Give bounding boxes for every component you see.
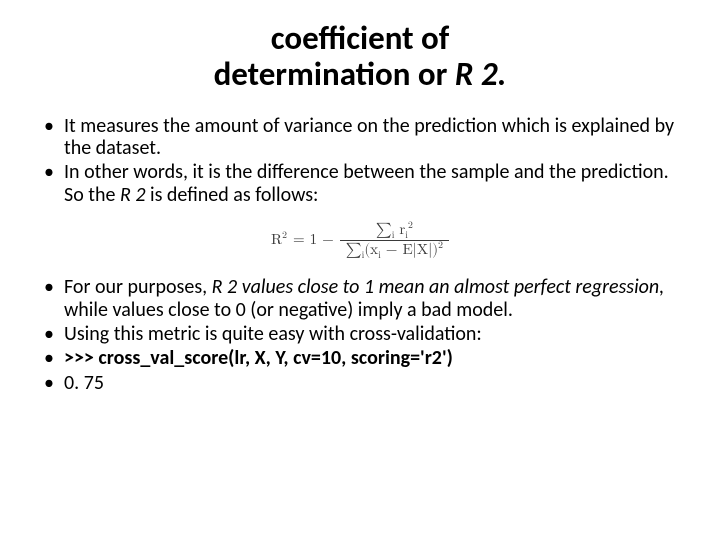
bullet-3-mid: values close to 1 mean an almost perfect…	[237, 275, 664, 299]
formula-fraction: ∑i ri2 ∑i(xi − E|X|)2	[340, 222, 449, 258]
title-line1: coefficient of	[271, 18, 449, 58]
bullet-5: >>> cross_val_score(lr, X, Y, cv=10, sco…	[36, 347, 684, 369]
num-r-sup: 2	[408, 220, 413, 230]
bullet-list: It measures the amount of variance on th…	[36, 115, 684, 207]
den-mid: − E|X|)	[381, 242, 438, 257]
bullet-1: It measures the amount of variance on th…	[36, 115, 684, 160]
bullet-6-text: 0. 75	[64, 371, 104, 395]
bullet-3-pre: For our purposes,	[64, 275, 212, 299]
bullet-5-text: >>> cross_val_score(lr, X, Y, cv=10, sco…	[64, 346, 453, 370]
bullet-2-post: is defined as follows:	[145, 183, 318, 207]
formula-lhs-sup: 2	[282, 230, 287, 240]
title-r2: R 2.	[455, 54, 507, 94]
formula-numerator: ∑i ri2	[370, 222, 419, 240]
den-sup: 2	[438, 240, 443, 250]
den-sigma: ∑	[346, 242, 362, 257]
den-open: (x	[364, 242, 378, 257]
formula: R2 = 1 − ∑i ri2 ∑i(xi − E|X|)2	[271, 222, 449, 258]
formula-lhs: R	[271, 232, 282, 247]
title-line2-pre: determination or	[214, 54, 455, 94]
slide: coefficient of determination or R 2. It …	[0, 0, 720, 540]
bullet-3-post: while values close to 0 (or negative) im…	[64, 298, 513, 322]
bullet-1-text: It measures the amount of variance on th…	[64, 114, 674, 160]
formula-region: R2 = 1 − ∑i ri2 ∑i(xi − E|X|)2	[36, 222, 684, 258]
formula-denominator: ∑i(xi − E|X|)2	[340, 240, 449, 259]
bullet-list-2: For our purposes, R 2 values close to 1 …	[36, 276, 684, 394]
bullet-4: Using this metric is quite easy with cro…	[36, 323, 684, 345]
bullet-3-r2: R 2	[212, 275, 238, 299]
slide-title: coefficient of determination or R 2.	[36, 20, 684, 93]
bullet-6: 0. 75	[36, 372, 684, 394]
num-r-sub: i	[405, 230, 408, 240]
num-r: r	[394, 222, 405, 237]
bullet-3: For our purposes, R 2 values close to 1 …	[36, 276, 684, 321]
formula-eq: = 1 −	[293, 231, 334, 249]
bullet-2: In other words, it is the difference bet…	[36, 161, 684, 206]
bullet-4-text: Using this metric is quite easy with cro…	[64, 322, 482, 346]
bullet-2-r2: R 2	[120, 183, 146, 207]
num-sigma: ∑	[376, 222, 392, 237]
